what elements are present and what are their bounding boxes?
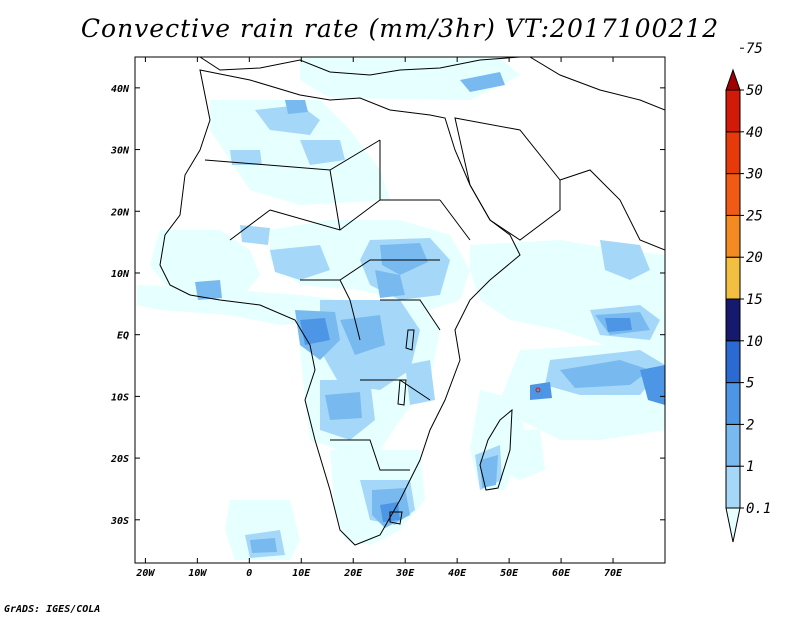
x-tick-label: 20E xyxy=(343,568,363,579)
colorbar-label: 40 xyxy=(746,125,763,141)
x-tick-label: 60E xyxy=(552,568,571,579)
rain-field xyxy=(137,57,665,560)
colorbar-top-tip xyxy=(725,68,741,91)
y-tick-label: 30S xyxy=(110,516,129,527)
colorbar-box xyxy=(725,340,741,384)
colorbar-label: 20 xyxy=(746,250,763,266)
y-tick-label: EQ xyxy=(117,331,129,342)
colorbar-label: 25 xyxy=(746,208,763,224)
colorbar-box xyxy=(725,423,741,467)
colorbar-label: 75 xyxy=(746,41,763,57)
x-tick-label: 40E xyxy=(448,568,467,579)
x-tick-label: 70E xyxy=(604,568,623,579)
colorbar-box xyxy=(725,298,741,342)
colorbar-label: 0.1 xyxy=(746,501,771,517)
colorbar-label: 50 xyxy=(746,83,763,99)
colorbar-box xyxy=(725,173,741,216)
colorbar-label: 2 xyxy=(746,417,754,433)
colorbar-bottom-tip xyxy=(725,507,741,543)
colorbar-box xyxy=(725,214,741,258)
colorbar-label: 5 xyxy=(746,376,754,392)
x-tick-label: 0 xyxy=(246,568,252,579)
x-axis-ticks: 20W 10W 0 10E 20E 30E 40E 50E 60E 70E xyxy=(135,57,623,579)
colorbar-box xyxy=(725,465,741,509)
y-tick-label: 40N xyxy=(111,84,130,95)
y-axis-ticks: 40N 30N 20N 10N EQ 10S 20S 30S xyxy=(110,84,665,527)
rain-5to10-patches xyxy=(300,318,665,522)
colorbar-box xyxy=(725,89,741,133)
colorbar-label: 10 xyxy=(746,334,763,350)
coastlines xyxy=(159,57,665,546)
colorbar-box xyxy=(725,256,741,300)
chart-title: Convective rain rate (mm/3hr) VT:2017100… xyxy=(80,14,720,43)
y-tick-label: 10S xyxy=(111,392,129,403)
x-tick-label: 20W xyxy=(135,568,155,579)
y-tick-label: 20S xyxy=(110,454,129,465)
y-tick-label: 10N xyxy=(111,269,130,280)
x-tick-label: 50E xyxy=(500,568,519,579)
map-frame xyxy=(134,56,666,564)
x-tick-label: 30E xyxy=(395,568,415,579)
colorbar-box xyxy=(725,382,741,425)
colorbar-box xyxy=(725,131,741,175)
x-tick-label: 10W xyxy=(188,568,207,579)
colorbar-label: 1 xyxy=(746,459,754,475)
colorbar-label: 15 xyxy=(746,292,763,308)
y-tick-label: 20N xyxy=(110,207,130,218)
x-tick-label: 10E xyxy=(292,568,311,579)
credit-label: GrADS: IGES/COLA xyxy=(4,604,101,615)
y-tick-label: 30N xyxy=(110,146,130,157)
colorbar-label: 30 xyxy=(745,167,763,183)
